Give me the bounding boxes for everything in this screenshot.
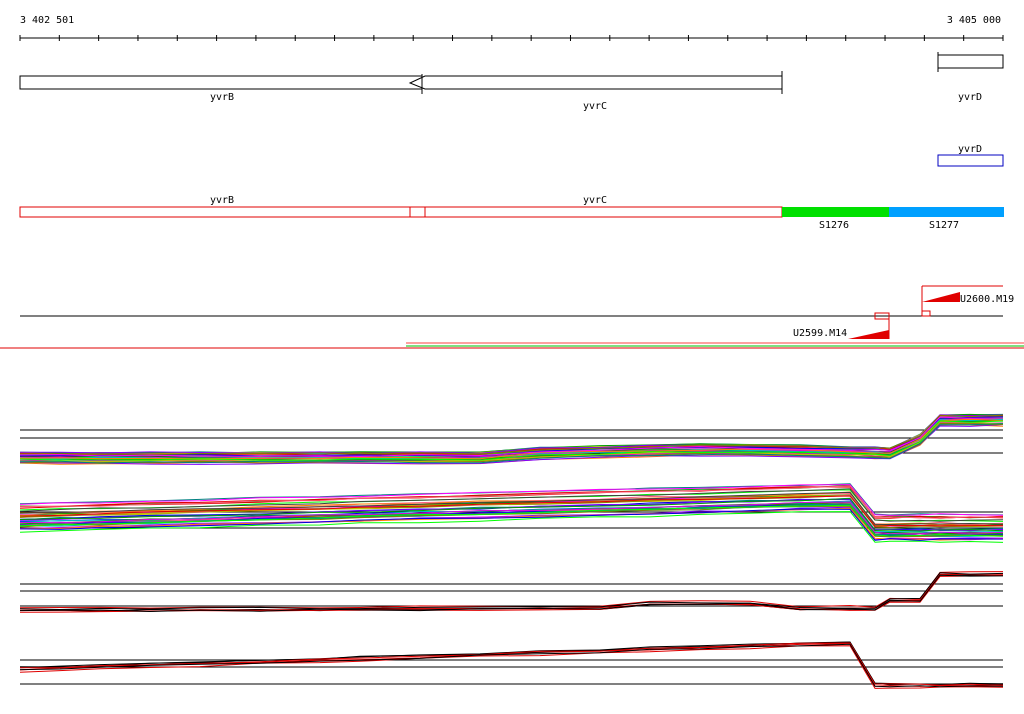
promoter-track: U2600.M19 U2599.M14: [0, 285, 1024, 349]
expression-trace: [20, 642, 1004, 686]
transcribed-yvrC-box[interactable]: [424, 206, 783, 218]
other-strand-track: yvrD: [937, 144, 1004, 167]
transcribed-overlap-box: [409, 206, 426, 218]
transcribed-yvrB-box[interactable]: [19, 206, 411, 218]
expression-trace: [19, 571, 1004, 609]
expression-trace: [19, 574, 1004, 613]
expression-panel-3: [19, 571, 1004, 613]
expression-trace: [19, 504, 1004, 537]
other-strand-yvrD-box[interactable]: [937, 154, 1004, 167]
ruler-end-label: 3 405 000: [947, 15, 1001, 26]
lower-promoter-marker: [874, 312, 890, 320]
expression-trace: [19, 424, 1004, 465]
expression-trace: [19, 497, 1004, 532]
segment-S1276-label: S1276: [819, 220, 849, 231]
other-strand-yvrD-label: yvrD: [958, 144, 982, 155]
ruler-start-label: 3 402 501: [20, 15, 74, 26]
expression-trace: [19, 495, 1004, 527]
expression-trace: [19, 414, 1004, 456]
expression-trace: [19, 416, 1004, 458]
expression-trace: [19, 483, 1004, 516]
expression-trace: [19, 572, 1004, 611]
expression-trace: [19, 501, 1004, 535]
expression-trace: [19, 418, 1004, 460]
expression-panel-1: [19, 413, 1004, 465]
gene-yvrD-box[interactable]: [937, 54, 1004, 69]
ruler-ticks: [19, 35, 1004, 41]
expression-trace: [19, 641, 1004, 686]
coordinate-ruler: 3 402 501 3 405 000: [19, 15, 1004, 41]
expression-trace: [19, 508, 1004, 541]
expression-panel-4: [19, 641, 1004, 689]
transcribed-yvrC-label: yvrC: [583, 195, 607, 206]
gene-yvrB-label: yvrB: [210, 92, 234, 103]
expression-trace: [19, 485, 1004, 519]
upper-promoter-marker: [921, 310, 931, 317]
expression-trace: [19, 511, 1004, 543]
upper-promoter-label: U2600.M19: [960, 294, 1014, 305]
segment-S1277-bar[interactable]: [889, 207, 1004, 217]
expression-trace: [19, 488, 1004, 522]
lower-promoter-label: U2599.M14: [793, 328, 847, 339]
transcribed-track: yvrB yvrC S1276 S1277: [19, 195, 1004, 231]
expression-trace: [20, 423, 1004, 464]
annotated-genes-track: yvrB yvrC yvrD: [19, 52, 1004, 112]
segment-S1276-bar[interactable]: [782, 207, 889, 217]
gene-yvrC-label: yvrC: [583, 101, 607, 112]
segment-S1277-label: S1277: [929, 220, 959, 231]
upper-promoter-triangle[interactable]: [922, 292, 960, 302]
expression-trace: [19, 491, 1004, 526]
lower-promoter-triangle[interactable]: [848, 330, 889, 339]
gene-yvrB-box[interactable]: [19, 75, 423, 90]
expression-trace: [19, 420, 1004, 461]
transcribed-yvrB-label: yvrB: [210, 195, 234, 206]
gene-yvrD-label: yvrD: [958, 92, 982, 103]
expression-trace: [19, 643, 1004, 688]
expression-panels: [19, 413, 1004, 689]
expression-panel-2: [19, 483, 1004, 543]
gene-yvrC-arrow[interactable]: [408, 75, 783, 90]
expression-trace: [19, 484, 1004, 516]
